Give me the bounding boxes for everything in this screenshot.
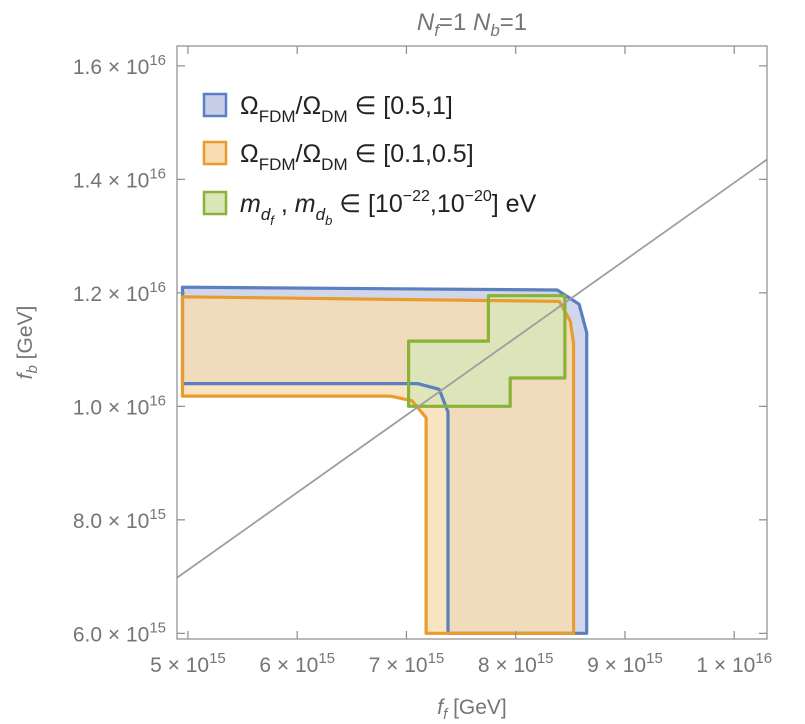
legend-swatch-blue [202,92,228,118]
y-tick-label: 1.0 × 1016 [73,392,166,419]
x-tick-labels: 5 × 1015 6 × 1015 7 × 1015 8 × 1015 9 × 1015… [150,650,772,677]
plot-title: Nf=1 Nb=1 [417,9,527,40]
x-tick-label: 8 × 1015 [478,650,554,677]
x-axis-title: ff [GeV] [437,696,507,723]
legend-item-orange: ΩFDM/ΩDM ∈ [0.1,0.5] [202,140,474,174]
plot-frame [176,45,768,640]
legend-label-green: mdf , mdb ∈ [10−22,10−20] eV [240,188,537,228]
legend-item-blue: ΩFDM/ΩDM ∈ [0.5,1] [202,92,453,126]
legend-label-blue: ΩFDM/ΩDM ∈ [0.5,1] [240,92,453,126]
y-tick-label: 6.0 × 1015 [73,619,166,646]
y-tick-labels: 6.0 × 1015 8.0 × 1015 1.0 × 1016 1.2 × 1016… [73,52,166,646]
y-tick-label: 1.4 × 1016 [73,165,166,192]
legend-label-orange: ΩFDM/ΩDM ∈ [0.1,0.5] [240,140,474,174]
axis-ticks [177,46,767,639]
plot-regions [177,158,767,635]
y-tick-label: 1.2 × 1016 [73,279,166,306]
region-fill-green [408,295,565,407]
x-tick-label: 5 × 1015 [150,650,226,677]
legend-swatch-orange [202,140,228,166]
x-tick-label: 9 × 1015 [587,650,663,677]
legend-item-green: mdf , mdb ∈ [10−22,10−20] eV [202,188,537,228]
x-tick-label: 6 × 1015 [259,650,335,677]
x-tick-label: 7 × 1015 [369,650,445,677]
region-outline-green [407,294,567,408]
region-outline-orange [180,295,576,635]
axis-titles: ff [GeV] fb [GeV] [14,306,507,723]
y-axis-title: fb [GeV] [14,306,41,380]
y-tick-label: 1.6 × 1016 [73,52,166,79]
diagonal-line [177,158,767,579]
legend-swatch-green [202,190,228,216]
chart-title: Nf=1 Nb=1 [417,9,527,40]
y-tick-label: 8.0 × 1015 [73,506,166,533]
legend: ΩFDM/ΩDM ∈ [0.5,1] ΩFDM/ΩDM ∈ [0.1,0.5] md… [202,92,537,228]
x-tick-label: 1 × 1016 [696,650,772,677]
